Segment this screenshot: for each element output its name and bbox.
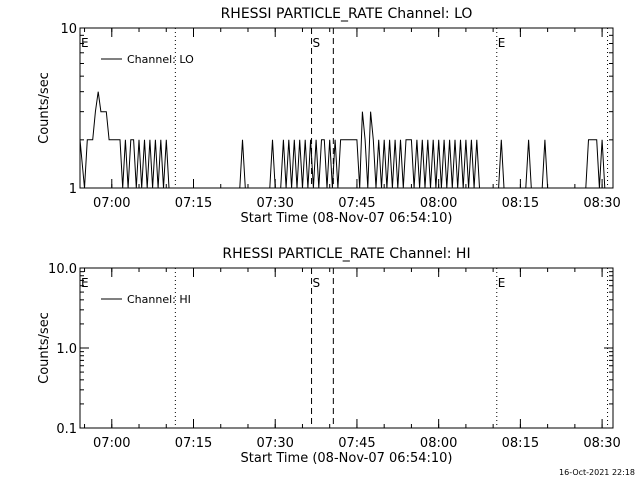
x-tick-label: 08:00 <box>420 436 457 451</box>
x-tick-label: 07:30 <box>256 196 293 211</box>
y-axis-label: Counts/sec <box>37 312 52 384</box>
event-marker-label: S <box>313 276 321 290</box>
y-tick-label: 10.0 <box>48 262 77 277</box>
x-axis-label: Start Time (08-Nov-07 06:54:10) <box>241 451 453 466</box>
x-tick-label: 07:00 <box>93 436 130 451</box>
series-line-lo <box>79 91 608 189</box>
footer-timestamp: 16-Oct-2021 22:18 <box>559 468 635 477</box>
x-tick-label: 08:30 <box>583 436 620 451</box>
x-tick-label: 07:15 <box>175 436 212 451</box>
y-tick-label: 10 <box>60 22 77 37</box>
x-tick-label: 08:00 <box>420 196 457 211</box>
x-tick-label: 07:45 <box>338 196 375 211</box>
plot-frame <box>79 267 614 429</box>
y-tick-label: 1 <box>69 182 77 197</box>
x-tick-label: 08:30 <box>583 196 620 211</box>
event-marker-label: S <box>313 36 321 50</box>
legend-entry: Channel: HI <box>127 293 191 306</box>
x-tick-label: 07:30 <box>256 436 293 451</box>
chart-title: RHESSI PARTICLE_RATE Channel: LO <box>221 6 473 22</box>
legend-entry: Channel: LO <box>127 53 194 66</box>
chart-title: RHESSI PARTICLE_RATE Channel: HI <box>222 246 470 262</box>
x-tick-label: 08:15 <box>502 436 539 451</box>
y-axis-label: Counts/sec <box>37 72 52 144</box>
chart-panel-hi: RHESSI PARTICLE_RATE Channel: HI 07:00 07:… <box>37 246 621 466</box>
event-marker-label: E <box>498 276 506 290</box>
y-tick-label: 0.1 <box>56 422 77 437</box>
event-marker-label: E <box>81 36 89 50</box>
plot-frame <box>79 27 614 189</box>
x-axis-label: Start Time (08-Nov-07 06:54:10) <box>241 211 453 226</box>
x-tick-label: 07:15 <box>175 196 212 211</box>
event-marker-label: E <box>498 36 506 50</box>
x-tick-label: 08:15 <box>502 196 539 211</box>
x-tick-label: 07:00 <box>93 196 130 211</box>
y-tick-label: 1.0 <box>56 342 77 357</box>
x-tick-label: 07:45 <box>338 436 375 451</box>
chart-panel-lo: RHESSI PARTICLE_RATE Channel: LO 07:00 07:… <box>37 6 621 226</box>
event-marker-label: E <box>81 276 89 290</box>
